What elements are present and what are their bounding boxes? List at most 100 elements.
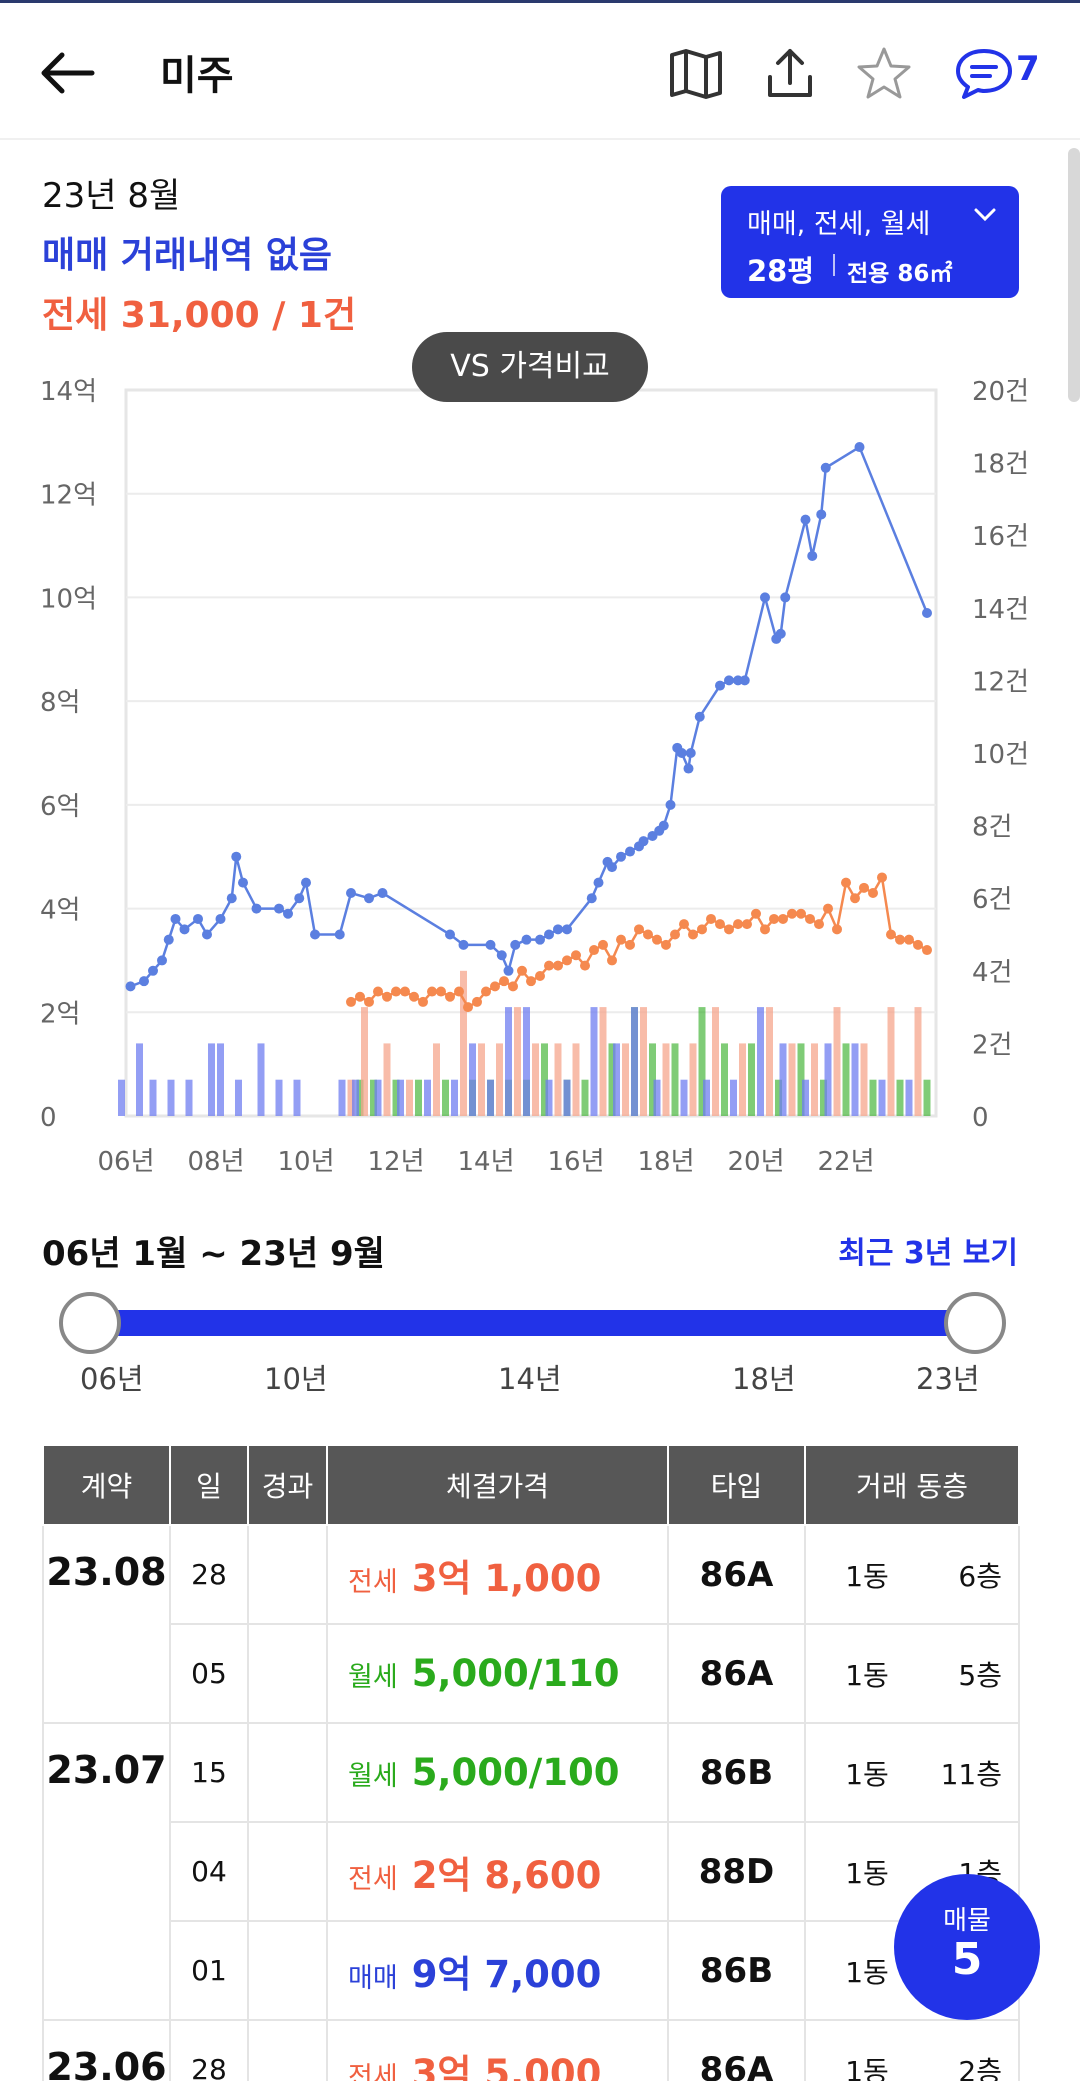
range-slider-start-handle[interactable]	[59, 1292, 121, 1354]
share-icon[interactable]	[758, 43, 822, 103]
sale-price-point	[694, 711, 705, 722]
sale-price-point	[310, 929, 320, 940]
filter-pyeong: 28평	[747, 254, 815, 288]
deal-kind: 전세	[348, 1566, 398, 1598]
back-arrow-icon[interactable]	[36, 43, 100, 103]
unit-type: 86B	[667, 1722, 806, 1823]
table-row[interactable]: 23.08 28 전세 3억 1,000 86A 1동 6층	[42, 1524, 1020, 1724]
jeonse-price-point	[373, 986, 383, 997]
jeonse-price-point	[814, 919, 824, 930]
x-tick-label: 16년	[547, 1147, 604, 1177]
dong: 1동	[845, 1856, 889, 1890]
volume-bar-sale	[167, 1079, 175, 1116]
volume-bar-wolse	[797, 1043, 805, 1116]
col-contract[interactable]: 계약	[42, 1444, 171, 1526]
unit-type: 86A	[667, 1524, 806, 1625]
chat-icon[interactable]	[952, 43, 1016, 103]
col-day[interactable]: 일	[169, 1444, 249, 1526]
volume-bar-wolse	[649, 1043, 656, 1116]
volume-bar-sale	[563, 1079, 571, 1116]
volume-bar-sale	[824, 1043, 832, 1116]
col-price[interactable]: 체결가격	[326, 1444, 669, 1526]
volume-bar-jeonse	[496, 1043, 503, 1116]
volume-bar-wolse	[748, 1043, 755, 1116]
jeonse-price-point	[652, 934, 662, 945]
dong-floor: 1동 6층	[804, 1524, 1020, 1625]
table-row[interactable]: 01 매매 9억 7,000 86B 1동	[43, 1920, 1020, 2021]
y-left-tick-label: 14억	[40, 377, 97, 407]
table-row[interactable]: 23.07 15 월세 5,000/100 86B 1동 11층	[42, 1722, 1020, 2021]
jeonse-price-point	[562, 955, 572, 966]
table-row[interactable]: 05 월세 5,000/110 86A 1동 5층	[43, 1623, 1020, 1724]
volume-bar-sale	[802, 1079, 809, 1116]
volume-bar-jeonse	[766, 1007, 773, 1116]
deal-price: 전세 2억 8,600	[326, 1821, 669, 1922]
vs-compare-button[interactable]: VS 가격비교	[412, 332, 648, 402]
jeonse-price-point	[607, 955, 617, 966]
deal-kind: 월세	[348, 1761, 398, 1792]
col-type[interactable]: 타입	[667, 1444, 806, 1526]
y-right-tick-label: 12건	[972, 667, 1029, 697]
jeonse-price-point	[589, 945, 599, 956]
x-tick-label: 22년	[817, 1147, 874, 1177]
volume-bar-jeonse	[514, 1007, 521, 1116]
volume-bar-wolse	[698, 1007, 706, 1116]
sale-price-point	[202, 929, 212, 940]
volume-bar-sale	[352, 1079, 359, 1116]
elapsed-cell	[247, 1920, 328, 2021]
col-dong-floor[interactable]: 거래 동층	[804, 1444, 1020, 1526]
sale-price-point	[780, 592, 791, 603]
x-tick-label: 10년	[277, 1147, 334, 1177]
dong: 1동	[845, 2054, 889, 2081]
volume-bar-jeonse	[712, 1007, 719, 1116]
sale-price-point	[685, 748, 696, 758]
volume-bar-jeonse	[662, 1043, 670, 1116]
sale-price-point	[521, 934, 532, 945]
volume-bar-wolse	[869, 1079, 877, 1116]
floor: 5층	[958, 1658, 1002, 1692]
table-row[interactable]: 23.06 28 전세 3억 5,000 86A 1동 2층	[42, 2019, 1020, 2081]
jeonse-price-point	[841, 877, 851, 888]
volume-bar-wolse	[442, 1079, 449, 1116]
range-tick: 14년	[498, 1362, 562, 1396]
volume-bar-wolse	[923, 1079, 931, 1116]
jeonse-price-point	[553, 960, 563, 971]
unit-type: 88D	[667, 1821, 806, 1922]
volume-bar-sale	[905, 1079, 913, 1116]
volume-bar-sale	[653, 1079, 661, 1116]
sale-price-point	[922, 607, 932, 618]
chat-count[interactable]: 7	[1016, 49, 1040, 89]
price-chart-svg: 14억 12억 10억 8억 6억 4억 2억 0 20건 18건 16건 14건 12건 10건 8건 6건…	[40, 377, 1029, 1177]
volume-bar-sale	[275, 1079, 283, 1116]
table-row[interactable]: 04 전세 2억 8,600 88D 1동 1층	[43, 1821, 1020, 1922]
contract-month: 23.07	[42, 1722, 171, 2021]
deal-kind: 매매	[348, 1962, 398, 1994]
listings-fab-count: 5	[951, 1934, 983, 1985]
deal-day: 05	[169, 1623, 249, 1724]
deal-price: 전세 3억 1,000	[326, 1524, 669, 1625]
sale-price-point	[658, 820, 669, 831]
volume-bar-sale	[469, 1043, 476, 1116]
deal-price: 전세 3억 5,000	[326, 2019, 669, 2081]
volume-bar-wolse	[541, 1043, 548, 1116]
deal-price: 월세 5,000/100	[326, 1722, 669, 1823]
map-icon[interactable]	[664, 43, 728, 103]
deal-kind: 전세	[348, 1863, 398, 1895]
jeonse-price-point	[382, 991, 392, 1002]
deal-type-filter-button[interactable]: 매매, 전세, 월세 28평 전용 86㎡	[721, 186, 1019, 298]
range-slider-track[interactable]	[88, 1310, 976, 1336]
x-tick-label: 18년	[637, 1147, 694, 1177]
recent-3-years-link[interactable]: 최근 3년 보기	[838, 1236, 1018, 1271]
jeonse-price-point	[760, 924, 770, 935]
star-icon[interactable]	[852, 43, 916, 103]
price-chart: 14억 12억 10억 8억 6억 4억 2억 0 20건 18건 16건 14건 12건 10건 8건 6건…	[0, 370, 1080, 1190]
col-elapsed[interactable]: 경과	[247, 1444, 328, 1526]
volume-bar-jeonse	[433, 1043, 440, 1116]
deal-day: 28	[169, 2019, 249, 2081]
scrollbar[interactable]	[1068, 148, 1080, 402]
volume-bar-jeonse	[887, 1007, 895, 1116]
listings-fab-button[interactable]: 매물 5	[894, 1874, 1040, 2020]
volume-bar-sale	[257, 1043, 265, 1116]
range-slider-end-handle[interactable]	[944, 1292, 1006, 1354]
range-tick: 10년	[264, 1362, 328, 1396]
